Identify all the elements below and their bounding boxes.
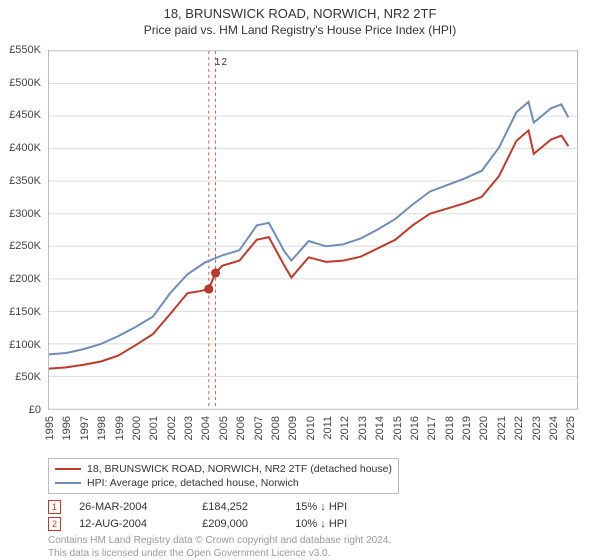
sale-price: £209,000 bbox=[202, 518, 292, 530]
table-row: 2 12-AUG-2004 £209,000 10% ↓ HPI bbox=[48, 517, 578, 531]
legend-item: 18, BRUNSWICK ROAD, NORWICH, NR2 2TF (de… bbox=[55, 462, 392, 476]
sale-hpi: 10% ↓ HPI bbox=[295, 518, 385, 530]
legend-label: HPI: Average price, detached house, Norw… bbox=[87, 477, 299, 489]
svg-text:2: 2 bbox=[222, 57, 228, 68]
sale-marker-icon: 2 bbox=[48, 517, 61, 531]
sale-marker-icon: 1 bbox=[48, 500, 61, 514]
sale-hpi: 15% ↓ HPI bbox=[295, 501, 385, 513]
chart-legend: 18, BRUNSWICK ROAD, NORWICH, NR2 2TF (de… bbox=[48, 458, 578, 494]
table-row: 1 26-MAR-2004 £184,252 15% ↓ HPI bbox=[48, 500, 578, 514]
chart-svg: 12 bbox=[49, 51, 577, 409]
chart-subtitle: Price paid vs. HM Land Registry's House … bbox=[0, 23, 600, 37]
sale-price: £184,252 bbox=[202, 501, 292, 513]
y-axis-labels: £0£50K£100K£150K£200K£250K£300K£350K£400… bbox=[0, 50, 45, 410]
legend-label: 18, BRUNSWICK ROAD, NORWICH, NR2 2TF (de… bbox=[87, 463, 392, 475]
svg-text:1: 1 bbox=[215, 57, 221, 68]
chart-plot-area: 12 bbox=[48, 50, 578, 410]
footer-line: This data is licensed under the Open Gov… bbox=[48, 548, 578, 560]
sales-table: 1 26-MAR-2004 £184,252 15% ↓ HPI 2 12-AU… bbox=[48, 500, 578, 560]
legend-box: 18, BRUNSWICK ROAD, NORWICH, NR2 2TF (de… bbox=[48, 458, 399, 494]
x-axis-labels: 1995199619971998199920002001200220032004… bbox=[48, 412, 578, 458]
chart-title: 18, BRUNSWICK ROAD, NORWICH, NR2 2TF bbox=[0, 6, 600, 21]
legend-swatch bbox=[55, 482, 81, 484]
legend-item: HPI: Average price, detached house, Norw… bbox=[55, 476, 392, 490]
footer-line: Contains HM Land Registry data © Crown c… bbox=[48, 535, 578, 548]
legend-swatch bbox=[55, 468, 81, 470]
footer-text: Contains HM Land Registry data © Crown c… bbox=[48, 535, 578, 560]
sale-date: 12-AUG-2004 bbox=[69, 518, 199, 530]
sale-date: 26-MAR-2004 bbox=[69, 501, 199, 513]
